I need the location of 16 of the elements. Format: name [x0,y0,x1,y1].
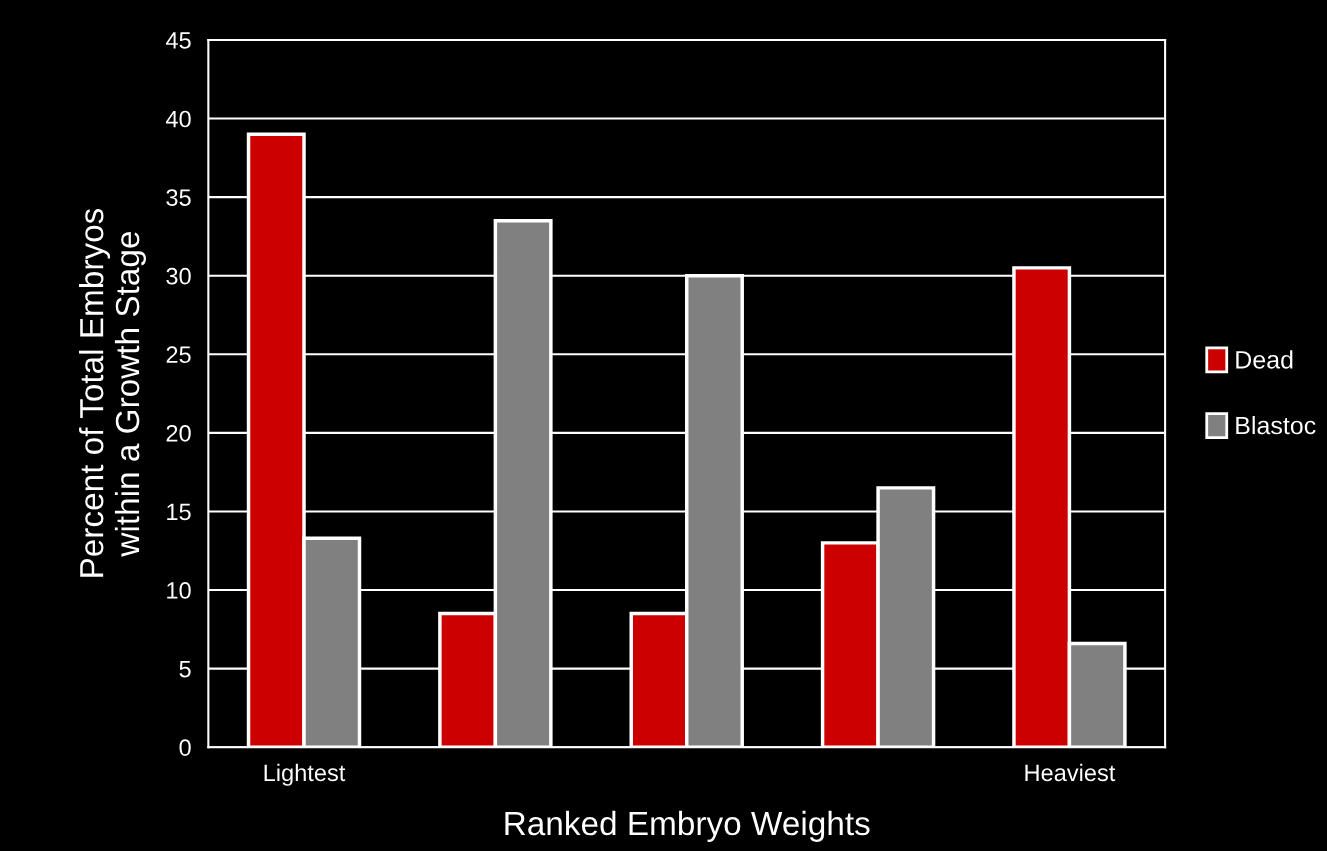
y-tick-label: 5 [179,660,191,678]
y-tick-label: 45 [165,32,191,49]
legend-label: Dead [1236,350,1293,369]
y-tick-label: 40 [165,110,191,128]
x-axis-title: Ranked Embryo Weights [505,810,870,842]
legend-label: Blastoc [1236,415,1316,435]
y-tick-label: 30 [166,267,191,285]
y-tick-label: 15 [167,503,191,521]
y-tick-label: 25 [166,346,191,364]
y-axis-title: Percent of Total Embryos within a Growth Stage [78,208,146,577]
y-tick-label: 20 [166,424,191,442]
x-tick-label: Heaviest [1025,763,1116,782]
x-tick-label: Lightest [264,763,346,786]
y-tick-label: 10 [167,582,191,599]
y-tick-label: 35 [166,189,191,206]
y-tick-label: 0 [179,739,191,756]
